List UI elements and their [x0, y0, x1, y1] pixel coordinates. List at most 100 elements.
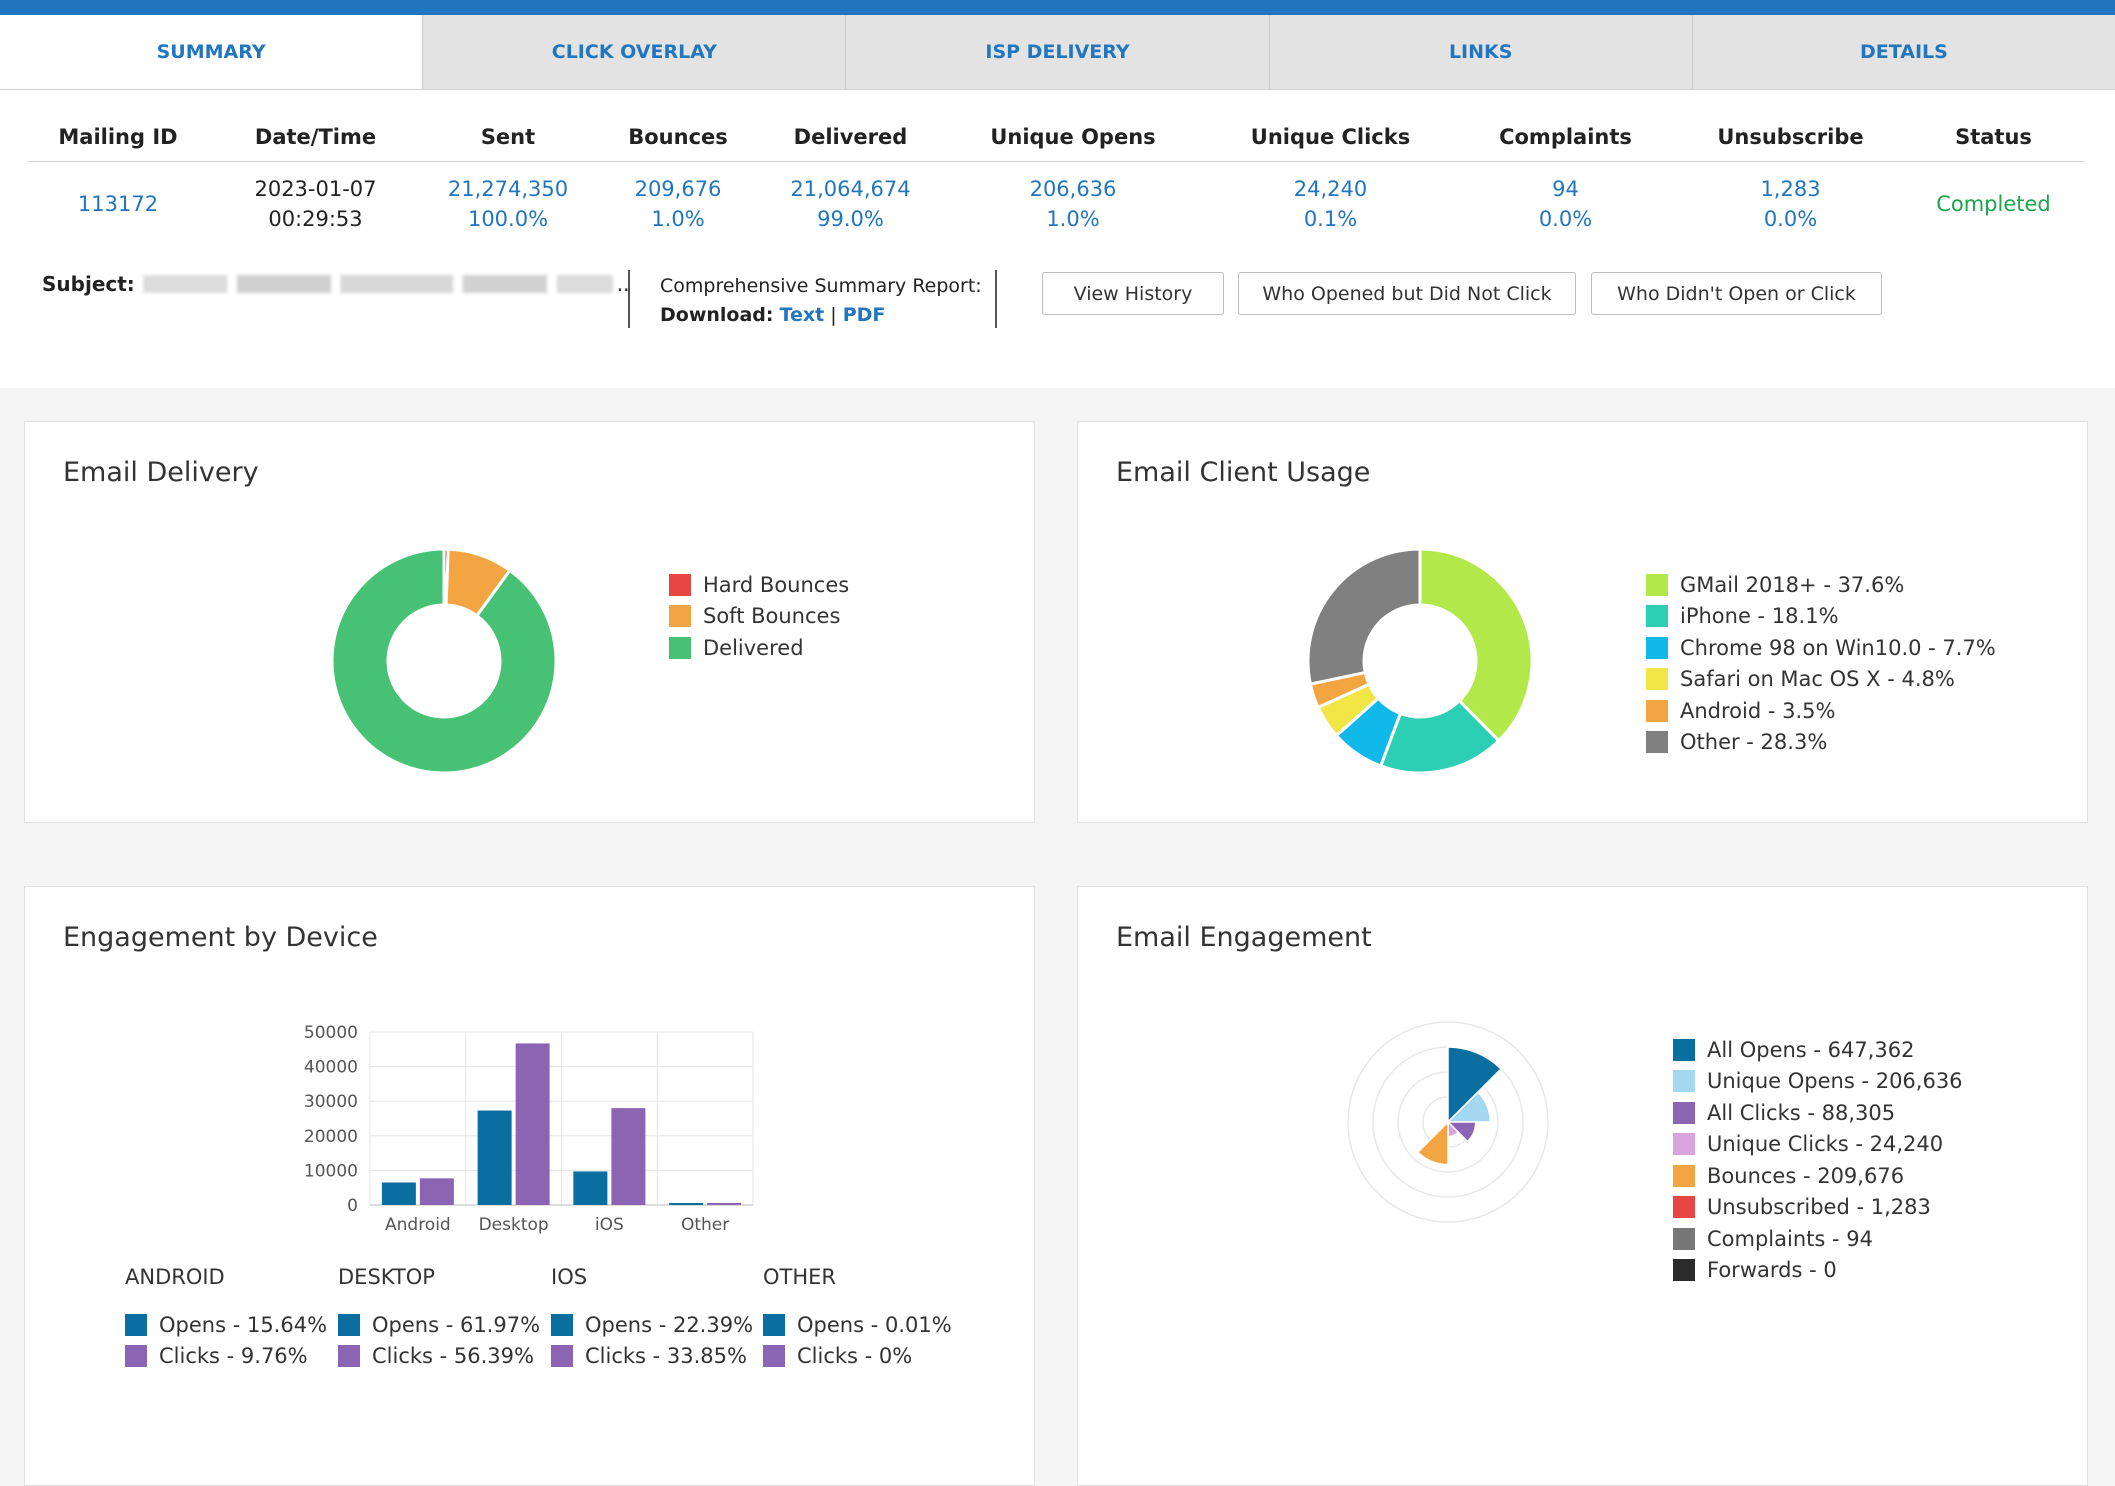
swatch: [669, 636, 691, 659]
bar-desktop-opens: [477, 1110, 512, 1205]
legend-complaints[interactable]: Complaints - 94: [1673, 1223, 1963, 1255]
delivered-cell[interactable]: 21,064,674 99.0%: [763, 174, 938, 234]
delivered-value: 21,064,674: [790, 177, 911, 201]
legend-label: Clicks - 56.39%: [372, 1343, 534, 1368]
tab-details[interactable]: DETAILS: [1691, 15, 2115, 89]
report-title: Comprehensive Summary Report:: [660, 275, 982, 297]
legend-label: Complaints - 94: [1707, 1226, 1873, 1251]
email-engagement-polar: [1347, 1021, 1549, 1223]
polar-complaints: [1446, 1120, 1450, 1123]
sent-percent: 100.0%: [467, 207, 549, 231]
complaints-value: 94: [1552, 177, 1579, 201]
ios-clicks: Clicks - 33.85%: [551, 1340, 753, 1371]
download-text-link[interactable]: Text: [779, 304, 825, 326]
tab-click-overlay[interactable]: CLICK OVERLAY: [422, 15, 845, 89]
legend-soft-bounces[interactable]: Soft Bounces: [669, 601, 849, 633]
time-value: 00:29:53: [268, 207, 363, 231]
tab-summary[interactable]: SUMMARY: [0, 15, 423, 89]
legend-label: Clicks - 9.76%: [159, 1343, 308, 1368]
swatch: [125, 1313, 147, 1336]
complaints-cell[interactable]: 94 0.0%: [1453, 174, 1678, 234]
email-engagement-card: Email Engagement All Opens - 647,362 Uni…: [1077, 886, 2088, 1486]
legend-unsubscribed[interactable]: Unsubscribed - 1,283: [1673, 1192, 1963, 1224]
email-engagement-legend: All Opens - 647,362 Unique Opens - 206,6…: [1673, 1034, 1963, 1286]
group-name: DESKTOP: [338, 1265, 435, 1289]
bounces-value: 209,676: [634, 177, 722, 201]
y-tick-label: 30000: [304, 1092, 358, 1112]
divider: [628, 270, 630, 328]
email-delivery-card: Email Delivery Hard Bounces Soft Bounces…: [24, 421, 1035, 823]
divider: [995, 270, 997, 328]
swatch: [763, 1313, 785, 1336]
unique-opens-cell[interactable]: 206,636 1.0%: [938, 174, 1208, 234]
opened-not-clicked-button[interactable]: Who Opened but Did Not Click: [1238, 272, 1576, 315]
legend-label: Unsubscribed - 1,283: [1707, 1195, 1931, 1220]
email-client-chart: [1306, 547, 1534, 775]
header-complaints: Complaints: [1499, 125, 1632, 149]
x-tick-label: Desktop: [479, 1215, 549, 1235]
bar-ios-clicks: [611, 1108, 646, 1205]
legend-chrome[interactable]: Chrome 98 on Win10.0 - 7.7%: [1646, 632, 1996, 664]
email-engagement-title: Email Engagement: [1116, 922, 1372, 953]
swatch: [1673, 1227, 1695, 1250]
legend-all-opens[interactable]: All Opens - 647,362: [1673, 1034, 1963, 1066]
legend-label: Opens - 22.39%: [585, 1312, 754, 1337]
legend-iphone[interactable]: iPhone - 18.1%: [1646, 601, 1996, 633]
legend-safari[interactable]: Safari on Mac OS X - 4.8%: [1646, 664, 1996, 696]
tab-links[interactable]: LINKS: [1268, 15, 1692, 89]
sent-cell[interactable]: 21,274,350 100.0%: [423, 174, 593, 234]
legend-unique-clicks[interactable]: Unique Clicks - 24,240: [1673, 1129, 1963, 1161]
group-name: OTHER: [763, 1265, 837, 1289]
x-tick-label: Android: [385, 1215, 451, 1235]
polar-ring: [1347, 1021, 1549, 1223]
y-tick-label: 0: [347, 1196, 358, 1216]
not-open-or-click-button[interactable]: Who Didn't Open or Click: [1591, 272, 1882, 315]
legend-all-clicks[interactable]: All Clicks - 88,305: [1673, 1097, 1963, 1129]
swatch: [1673, 1101, 1695, 1124]
engagement-device-bars: 0 10000 20000 30000 40000 50000 Android Desktop…: [304, 1023, 754, 1235]
report-tabs: SUMMARY CLICK OVERLAY ISP DELIVERY LINKS…: [0, 15, 2115, 90]
swatch: [669, 605, 691, 628]
android-opens: Opens - 15.64%: [125, 1309, 327, 1340]
unique-clicks-cell[interactable]: 24,240 0.1%: [1208, 174, 1453, 234]
device-group-ios: IOS Opens - 22.39% Clicks - 33.85%: [551, 1265, 753, 1371]
email-delivery-legend: Hard Bounces Soft Bounces Delivered: [669, 569, 849, 664]
legend-label: Forwards - 0: [1707, 1258, 1837, 1283]
legend-other[interactable]: Other - 28.3%: [1646, 727, 1996, 759]
x-tick-label: Other: [681, 1215, 729, 1235]
header-mailing-id: Mailing ID: [58, 125, 178, 149]
legend-label: Bounces - 209,676: [1707, 1163, 1905, 1188]
header-date-time: Date/Time: [254, 125, 377, 149]
legend-forwards[interactable]: Forwards - 0: [1673, 1255, 1963, 1287]
legend-gmail[interactable]: GMail 2018+ - 37.6%: [1646, 569, 1996, 601]
legend-android[interactable]: Android - 3.5%: [1646, 695, 1996, 727]
legend-label: Opens - 0.01%: [797, 1312, 952, 1337]
legend-label: Other - 28.3%: [1680, 730, 1828, 755]
swatch: [551, 1344, 573, 1367]
engagement-device-card: Engagement by Device 0 10000 20000 30000 400…: [24, 886, 1035, 1486]
legend-label: Safari on Mac OS X - 4.8%: [1680, 667, 1955, 692]
legend-unique-opens[interactable]: Unique Opens - 206,636: [1673, 1066, 1963, 1098]
legend-bounces[interactable]: Bounces - 209,676: [1673, 1160, 1963, 1192]
email-delivery-title: Email Delivery: [63, 457, 259, 488]
device-group-other: OTHER Opens - 0.01% Clicks - 0%: [763, 1265, 952, 1371]
legend-label: Opens - 61.97%: [372, 1312, 541, 1337]
swatch: [1646, 573, 1668, 596]
tab-isp-delivery[interactable]: ISP DELIVERY: [845, 15, 1268, 89]
android-clicks: Clicks - 9.76%: [125, 1340, 327, 1371]
mailing-id-link[interactable]: 113172: [77, 192, 159, 216]
bounces-cell[interactable]: 209,676 1.0%: [593, 174, 763, 234]
other-clicks: Clicks - 0%: [763, 1340, 952, 1371]
download-pdf-link[interactable]: PDF: [842, 304, 886, 326]
legend-hard-bounces[interactable]: Hard Bounces: [669, 569, 849, 601]
link-separator: |: [830, 304, 837, 326]
swatch: [338, 1344, 360, 1367]
swatch: [1646, 731, 1668, 754]
unsubscribe-cell[interactable]: 1,283 0.0%: [1678, 174, 1903, 234]
legend-label: Chrome 98 on Win10.0 - 7.7%: [1680, 635, 1996, 660]
legend-delivered[interactable]: Delivered: [669, 632, 849, 664]
desktop-opens: Opens - 61.97%: [338, 1309, 540, 1340]
view-history-button[interactable]: View History: [1042, 272, 1224, 315]
desktop-clicks: Clicks - 56.39%: [338, 1340, 540, 1371]
subject-ellipsis: ..: [616, 272, 630, 296]
